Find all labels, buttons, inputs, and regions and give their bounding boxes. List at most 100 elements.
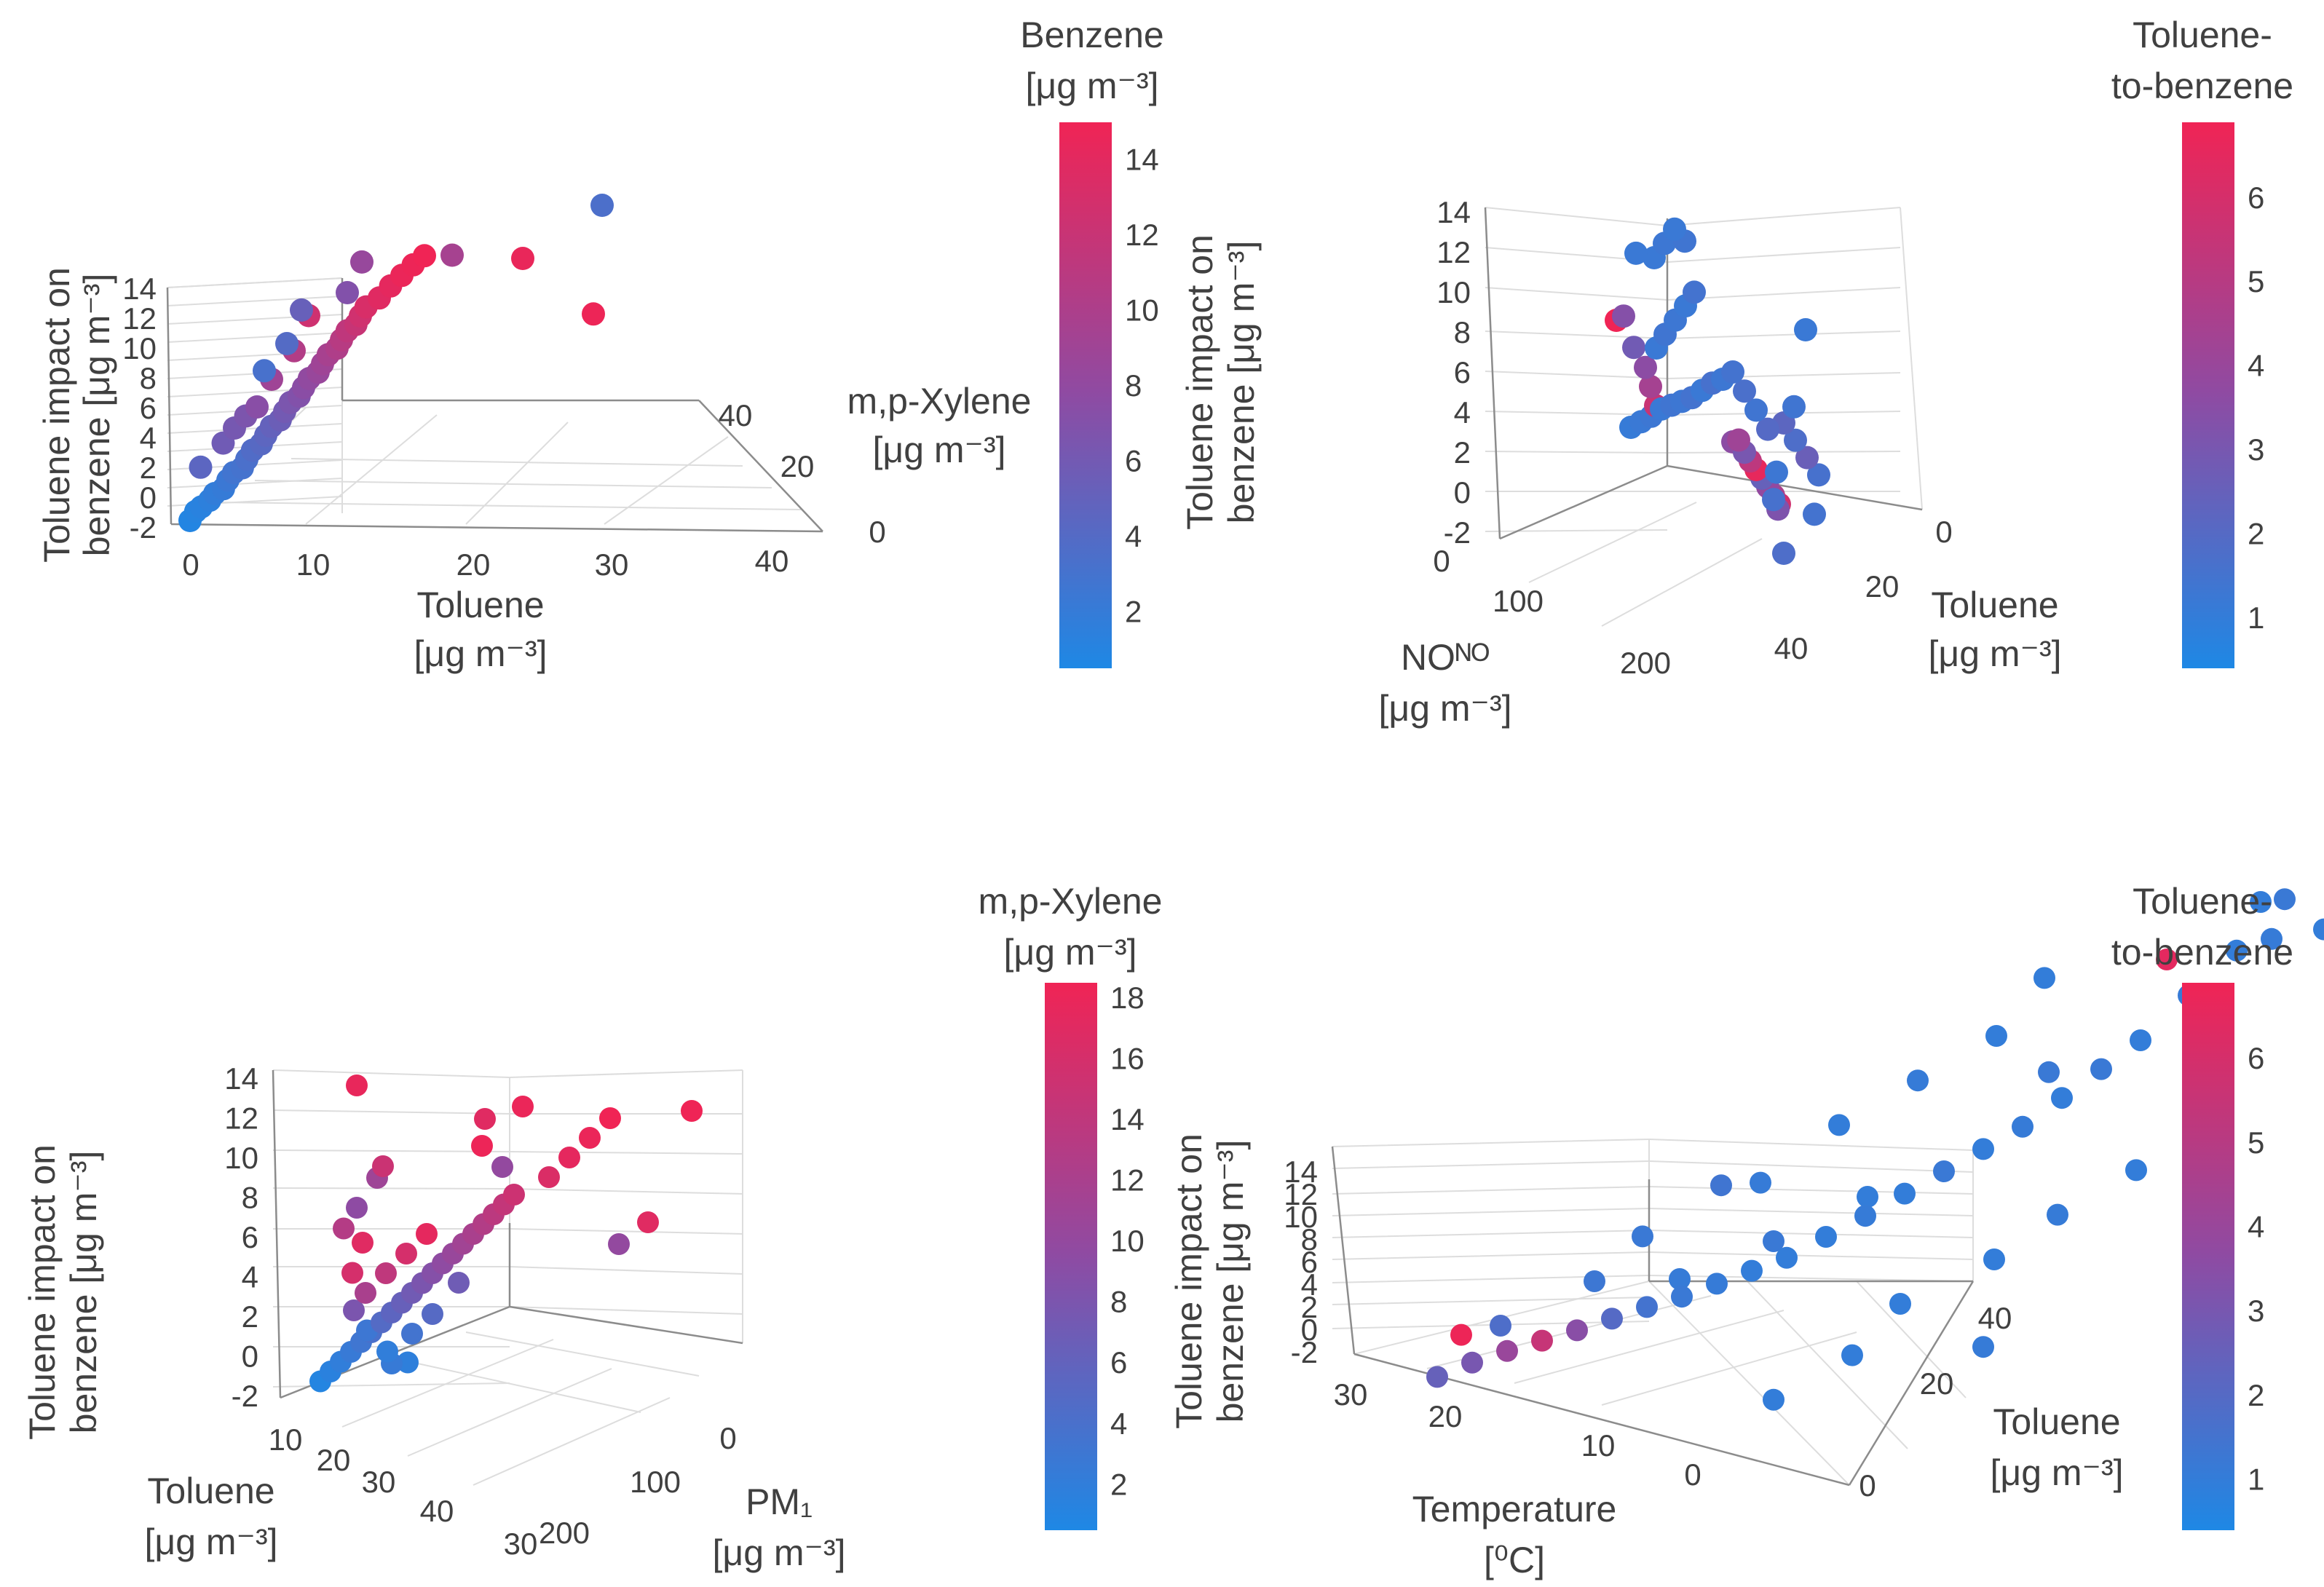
- chart-d-point: [2047, 1203, 2068, 1226]
- chart-d-z-tick: 8: [1301, 1222, 1318, 1256]
- chart-c-x-tick: 40: [420, 1494, 454, 1528]
- chart-c-points: [309, 1075, 703, 1393]
- chart-d-point: [2130, 1029, 2151, 1051]
- chart-d-point: [1426, 1366, 1448, 1388]
- chart-a-z-tick: 2: [140, 451, 157, 485]
- chart-c-point: [599, 1107, 621, 1129]
- chart-b-point: [1782, 395, 1806, 419]
- chart-c-colorbar-tick: 18: [1110, 981, 1145, 1015]
- chart-c-y-tick: 200: [539, 1516, 590, 1550]
- chart-d-point: [1985, 1025, 2007, 1047]
- chart-d-point: [1933, 1160, 1955, 1182]
- chart-b-point: [1765, 460, 1788, 484]
- chart-c-colorbar-tick: 4: [1110, 1406, 1127, 1441]
- chart-d-z-tick: 12: [1284, 1177, 1318, 1211]
- chart-d-point: [1584, 1270, 1605, 1292]
- chart-b-point: [1795, 446, 1819, 470]
- chart-d-point: [1461, 1351, 1483, 1374]
- chart-b-z-tick: 6: [1454, 355, 1471, 389]
- chart-b-colorbar-gradient: [2182, 122, 2234, 668]
- chart-c-x-tick: 20: [317, 1443, 351, 1477]
- chart-c-colorbar-gradient: [1045, 983, 1097, 1530]
- chart-b-point: [1803, 502, 1826, 526]
- chart-b-y-title-line1: Toluene: [1931, 585, 2058, 625]
- chart-c-colorbar-tick: 8: [1110, 1285, 1127, 1319]
- chart-b-z-title-line2: benzene [μg m⁻³]: [1221, 241, 1262, 524]
- chart-c-z-tick: 4: [242, 1260, 258, 1294]
- chart-b-y-tick: 20: [1865, 569, 1900, 603]
- chart-d-point: [1490, 1315, 1511, 1337]
- chart-b-z-tick: 2: [1454, 435, 1471, 470]
- chart-a-z-tick: -2: [130, 510, 157, 545]
- chart-d-x-tick: 0: [1684, 1457, 1701, 1492]
- chart-a-x-tick: 0: [182, 547, 199, 582]
- chart-d-point: [2226, 939, 2248, 962]
- chart-d-colorbar-ticks: 1 2 3 4 5 6: [2248, 1041, 2264, 1497]
- chart-c-point: [637, 1211, 659, 1233]
- chart-b-colorbar-ticks: 1 2 3 4 5 6: [2248, 181, 2264, 635]
- chart-d-point: [2038, 1061, 2060, 1083]
- chart-a-z-tick: 6: [140, 391, 157, 425]
- chart-c-colorbar-ticks: 2 4 6 8 10 12 14 16 18: [1110, 981, 1145, 1501]
- chart-c-point: [681, 1100, 703, 1122]
- chart-d-colorbar-title-line2: to-benzene: [2111, 932, 2293, 973]
- chart-d-point: [1710, 1174, 1732, 1197]
- chart-d-z-title-line2: benzene [μg m⁻³]: [1210, 1140, 1251, 1423]
- chart-d-point: [2034, 967, 2055, 989]
- chart-c-colorbar-tick: 12: [1110, 1163, 1145, 1198]
- chart-c-colorbar-tick: 14: [1110, 1102, 1145, 1136]
- chart-a-colorbar-tick: 8: [1125, 368, 1142, 403]
- chart-b-point: [1624, 241, 1648, 265]
- chart-c-colorbar: m,p-Xylene [μg m⁻³] 2 4 6 8 10 12 14 16 18: [979, 881, 1162, 1530]
- chart-d-x-ticks: 30 20 10 0: [1334, 1377, 1702, 1492]
- chart-c-x-ticks: 10 20 30 40 30: [269, 1422, 538, 1561]
- chart-d-point: [1894, 1182, 1916, 1205]
- chart-a-y-tick: 0: [869, 515, 885, 549]
- chart-b-y-tick: 0: [1935, 515, 1952, 549]
- chart-d-point: [1601, 1307, 1623, 1330]
- chart-a-y-title-line2: [μg m⁻³]: [873, 430, 1006, 470]
- chart-b-colorbar-tick: 6: [2248, 181, 2264, 215]
- chart-d-point: [1857, 1186, 1878, 1208]
- chart-c-colorbar-tick: 6: [1110, 1345, 1127, 1380]
- chart-b-x-tick: 200: [1620, 646, 1671, 680]
- chart-d-point: [1889, 1293, 1911, 1315]
- chart-c-y-tick: 0: [719, 1421, 736, 1455]
- chart-d-colorbar: Toluene- to-benzene 1 2 3 4 5 6: [2111, 881, 2293, 1530]
- chart-c-z-tick: 14: [224, 1061, 258, 1096]
- chart-a-colorbar-tick: 14: [1125, 143, 1159, 177]
- chart-c: -2 0 2 4 6 8 10 12 14 10 20 30 40 30 0 100 200 Toluene…: [22, 881, 1162, 1573]
- chart-d-point: [1632, 1225, 1653, 1248]
- chart-a-point: [582, 302, 605, 326]
- chart-a-z-tick: 8: [140, 361, 157, 395]
- chart-a-colorbar-tick: 12: [1125, 218, 1159, 252]
- chart-c-z-tick: 10: [224, 1141, 258, 1175]
- chart-a-colorbar-ticks: 2 4 6 8 10 12 14: [1125, 143, 1159, 629]
- chart-a-colorbar-tick: 2: [1125, 594, 1142, 628]
- chart-d-x-title-line1: Temperature: [1412, 1489, 1617, 1529]
- chart-c-z-tick: 8: [242, 1181, 258, 1215]
- chart-d-point: [1636, 1296, 1658, 1318]
- chart-d-point: [2156, 949, 2178, 970]
- chart-d-point: [1671, 1286, 1693, 1308]
- chart-c-point: [355, 1282, 376, 1304]
- chart-d-point: [2250, 891, 2272, 913]
- chart-c-point: [395, 1243, 417, 1265]
- chart-b-point: [1744, 398, 1768, 422]
- chart-b-colorbar: Toluene- to-benzene 1 2 3 4 5 6: [2111, 15, 2293, 668]
- chart-a-points: [178, 194, 614, 532]
- chart-d-y-tick: 40: [1978, 1301, 2012, 1335]
- chart-a-z-title-line1: Toluene impact on: [36, 267, 77, 563]
- chart-d-point: [1972, 1336, 1994, 1358]
- chart-a-point: [253, 359, 276, 383]
- chart-d-point: [2274, 888, 2296, 911]
- chart-d-point: [2313, 918, 2324, 941]
- chart-a-colorbar-tick: 4: [1125, 519, 1142, 553]
- chart-c-x-title-line2: [μg m⁻³]: [145, 1521, 278, 1562]
- chart-b-point: [1683, 280, 1706, 304]
- chart-b-point: [1663, 217, 1686, 241]
- chart-d-point: [1496, 1339, 1518, 1362]
- chart-d-point: [1750, 1171, 1771, 1194]
